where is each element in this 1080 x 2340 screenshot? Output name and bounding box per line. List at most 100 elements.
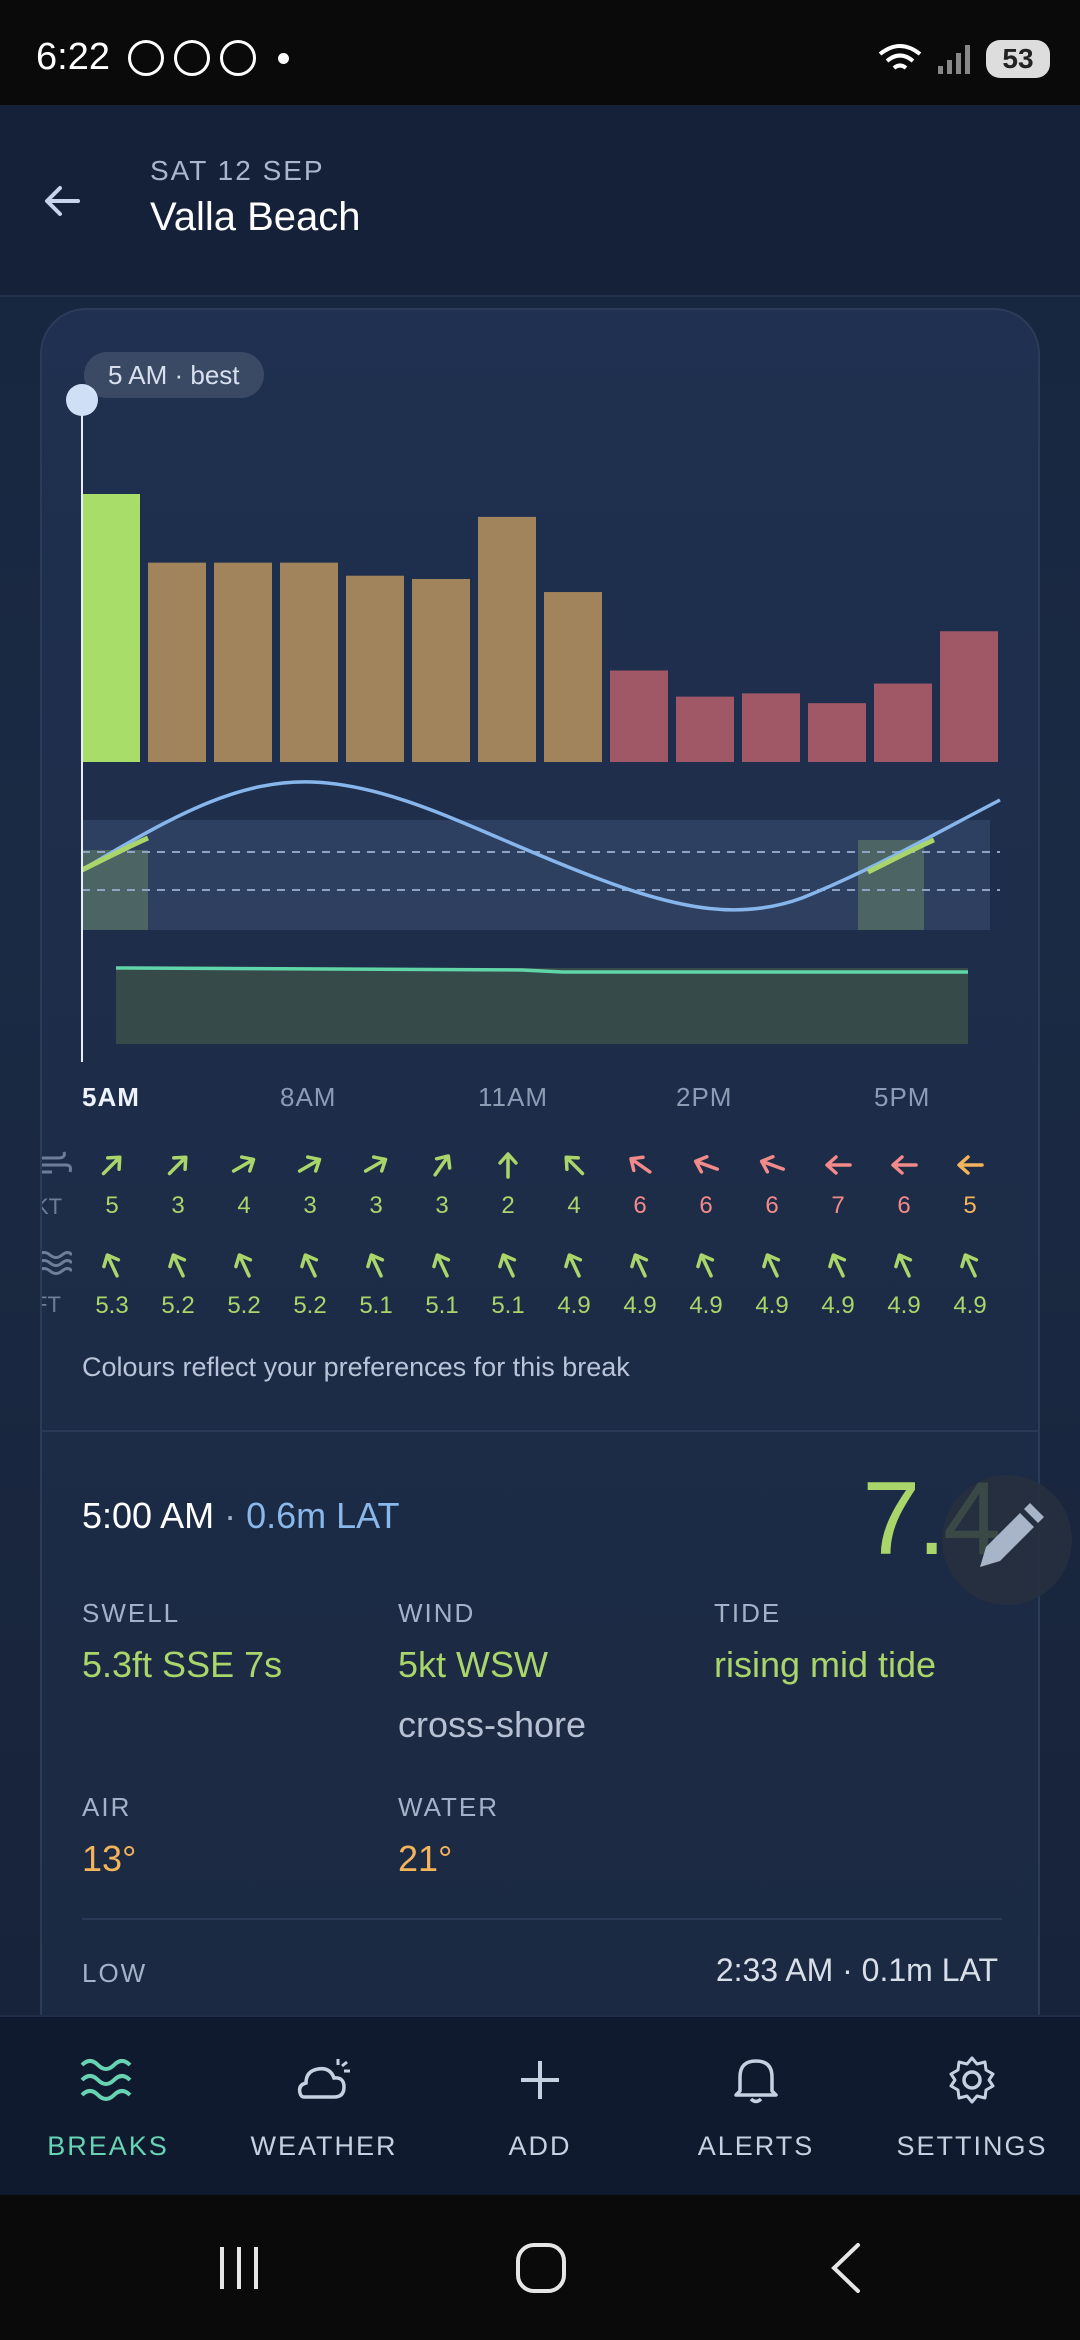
camera-app-icon (174, 40, 210, 76)
wind-direction-arrow-icon (222, 1150, 266, 1180)
swell-direction-arrow-icon (354, 1250, 398, 1280)
swell-height: 5.1 (491, 1292, 525, 1319)
wind-speed: 6 (765, 1192, 779, 1219)
time-label: 2PM (676, 1082, 733, 1112)
selected-time-value: 5:00 AM (82, 1495, 215, 1536)
swell-direction-arrow-icon (90, 1250, 134, 1280)
wind-label: WIND (398, 1598, 476, 1628)
swell-direction-arrow-icon (948, 1250, 992, 1280)
wind-direction-arrow-icon (618, 1150, 662, 1180)
nav-breaks[interactable]: BREAKS (0, 2017, 216, 2197)
back-nav-icon[interactable] (826, 2241, 866, 2295)
tide-curve (81, 780, 1001, 912)
nav-label: BREAKS (47, 2131, 169, 2161)
nav-label: ALERTS (697, 2131, 815, 2161)
system-icons: 53 (878, 40, 1050, 78)
nav-add[interactable]: ADD (432, 2017, 648, 2197)
wave-bar (412, 578, 470, 762)
water-temp-value: 21° (398, 1838, 453, 1879)
wind-speed: 5 (963, 1192, 977, 1219)
cloud-sun-icon (297, 2059, 350, 2099)
wind-speed: 3 (171, 1192, 185, 1219)
air-temp-value: 13° (82, 1838, 137, 1879)
back-arrow-icon[interactable] (38, 177, 86, 225)
forecast-chart[interactable] (42, 310, 1040, 1070)
wave-bar (280, 562, 338, 762)
swell-height: 4.9 (755, 1292, 789, 1319)
nav-weather[interactable]: WEATHER (216, 2017, 432, 2197)
air-temp-label: AIR (82, 1792, 132, 1822)
edit-button[interactable] (942, 1475, 1072, 1605)
wind-direction-arrow-icon (882, 1150, 926, 1180)
swell-direction-arrow-icon (552, 1250, 596, 1280)
swell-icon (42, 1251, 72, 1275)
separator: · (214, 1495, 247, 1536)
bottom-navigation: BREAKS WEATHER ADD ALERTS (0, 2015, 1080, 2195)
swell-height: 5.1 (425, 1292, 459, 1319)
tide-level: 0.6m LAT (246, 1495, 400, 1536)
swell-height: 4.9 (821, 1292, 855, 1319)
nav-settings[interactable]: SETTINGS (864, 2017, 1080, 2197)
tide-highlight (866, 837, 935, 875)
wind-speed: 6 (897, 1192, 911, 1219)
swell-height: 4.9 (557, 1292, 591, 1319)
time-axis: 5AM 8AM 11AM 2PM 5PM (82, 1082, 1038, 1122)
whatsapp-icon (220, 40, 256, 76)
wind-speed: 4 (237, 1192, 251, 1219)
pencil-icon (980, 1503, 1044, 1567)
wind-direction-arrow-icon (486, 1150, 530, 1180)
wave-bar (478, 516, 536, 762)
page-title: Valla Beach (150, 195, 361, 239)
water-temp-line (115, 966, 968, 974)
wave-bar (214, 562, 272, 762)
swell-height: 4.9 (953, 1292, 987, 1319)
time-label: 5PM (874, 1082, 931, 1112)
divider (42, 1430, 1038, 1432)
time-label: 8AM (280, 1082, 337, 1112)
recent-apps-icon[interactable] (214, 2243, 264, 2293)
divider (82, 1918, 1002, 1920)
preferences-note: Colours reflect your preferences for thi… (82, 1352, 630, 1382)
wifi-icon (878, 44, 922, 70)
wind-direction-arrow-icon (750, 1150, 794, 1180)
waves-icon (80, 2059, 132, 2101)
swell-value: 5.3ft SSE 7s (82, 1644, 283, 1685)
wind-speed: 3 (435, 1192, 449, 1219)
tide-window (858, 840, 924, 930)
wind-direction-arrow-icon (684, 1150, 728, 1180)
swell-direction-arrow-icon (684, 1250, 728, 1280)
home-icon[interactable] (514, 2241, 568, 2295)
water-temp-label: WATER (398, 1792, 499, 1822)
wave-bar (346, 575, 404, 762)
system-navigation-bar (0, 2195, 1080, 2340)
wind-speed: 6 (633, 1192, 647, 1219)
wind-direction-arrow-icon (354, 1150, 398, 1180)
bell-icon (734, 2059, 778, 2104)
wave-bar (676, 696, 734, 762)
notification-icons (128, 40, 289, 76)
low-tide-value: 2:33 AM · 0.1m LAT (715, 1952, 998, 1988)
time-label: 5AM (82, 1082, 140, 1112)
swell-height: 4.9 (623, 1292, 657, 1319)
nav-alerts[interactable]: ALERTS (648, 2017, 864, 2197)
tide-value: rising mid tide (714, 1644, 937, 1685)
tide-highlight (80, 835, 150, 873)
wave-bar (742, 693, 800, 762)
wind-speed: 5 (105, 1192, 119, 1219)
wind-direction-arrow-icon (90, 1150, 134, 1180)
app-header: SAT 12 SEP Valla Beach (0, 105, 1080, 297)
best-time-badge: 5 AM · best (84, 352, 264, 398)
wind-speed: 6 (699, 1192, 713, 1219)
status-time: 6:22 (36, 36, 110, 78)
nav-label: ADD (508, 2131, 572, 2161)
swell-height: 5.2 (293, 1292, 327, 1319)
swell-direction-arrow-icon (420, 1250, 464, 1280)
swell-unit-label: FT (42, 1292, 61, 1317)
gear-icon (949, 2056, 995, 2104)
swell-direction-arrow-icon (222, 1250, 266, 1280)
swell-direction-arrow-icon (618, 1250, 662, 1280)
wind-direction-arrow-icon (156, 1150, 200, 1180)
plus-icon (521, 2061, 559, 2099)
wind-direction-arrow-icon (552, 1150, 596, 1180)
